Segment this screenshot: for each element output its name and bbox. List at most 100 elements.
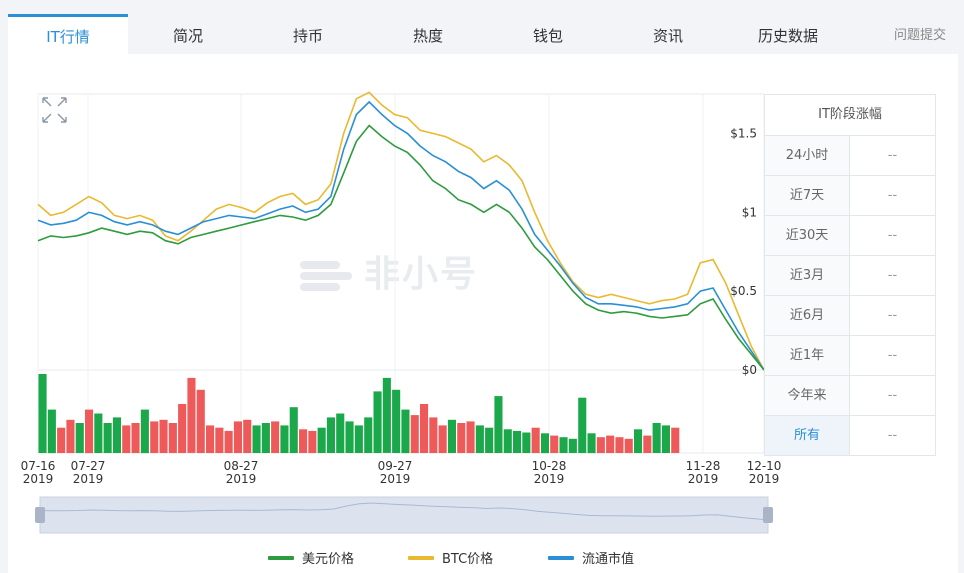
volume-bar [253,425,261,453]
volume-bar [522,433,530,454]
stage-row-label[interactable]: 今年来 [765,376,850,415]
legend-btc-label: BTC价格 [442,548,493,567]
volume-bar [606,436,614,453]
volume-bar [653,423,661,453]
volume-bar [234,421,242,453]
volume-bar [104,423,112,453]
volume-bar [271,421,279,453]
stage-row-label[interactable]: 近6月 [765,296,850,335]
stage-row-label[interactable]: 近7天 [765,176,850,215]
x-tick-date: 12-10 [747,459,782,473]
stage-row[interactable]: 24小时 -- [765,136,935,176]
volume-bar [457,423,465,453]
volume-bar [318,428,326,453]
volume-bar [578,398,586,453]
legend-usd-label: 美元价格 [302,548,354,567]
volume-bar [392,390,400,453]
volume-bar [504,429,512,453]
legend-mcap[interactable]: 流通市值 [548,548,634,567]
stage-row-label[interactable]: 近3月 [765,256,850,295]
y-tick-label: $1 [742,205,757,219]
volume-bar [588,433,596,453]
volume-bar [299,429,307,453]
volume-bar [625,439,633,453]
volume-bar [615,437,623,453]
volume-bar [439,425,447,453]
zoom-range [40,497,768,533]
volume-bar [57,428,65,453]
stage-row-value: -- [850,296,935,335]
volume-bars [39,374,680,453]
zoom-slider[interactable] [35,497,773,533]
stage-row-value: -- [850,176,935,215]
volume-bar [39,374,47,453]
legend-btc[interactable]: BTC价格 [408,548,493,567]
volume-bar [141,410,149,454]
volume-bar [243,420,251,453]
series-line-usd [38,126,764,371]
stage-gain-table: IT阶段涨幅 24小时 -- 近7天 -- 近30天 -- 近3月 -- 近6月 -- 近1年 -- 今… [764,94,936,456]
stage-row-value: -- [850,256,935,295]
series-line-mcap [38,102,764,370]
volume-bar [541,433,549,453]
volume-bar [160,420,168,453]
volume-bar [513,431,521,453]
plot-frame [38,94,764,453]
chart-lines [38,92,764,370]
volume-bar [485,428,493,453]
volume-bar [411,415,419,453]
stage-row-value: -- [850,416,935,455]
y-tick-label: $0 [742,363,757,377]
stage-row[interactable]: 今年来 -- [765,376,935,416]
x-tick-date: 08-27 [224,459,259,473]
zoom-handle-left [35,507,45,523]
x-tick-year: 2019 [23,472,54,486]
volume-bar [467,421,475,453]
volume-bar [197,390,205,453]
stage-row[interactable]: 近7天 -- [765,176,935,216]
stage-row[interactable]: 近30天 -- [765,216,935,256]
legend-mcap-label: 流通市值 [582,548,634,567]
volume-bar [634,429,642,453]
legend-usd-swatch [268,556,294,560]
volume-bar [532,428,540,453]
volume-bar [643,436,651,453]
stage-row[interactable]: 近1年 -- [765,336,935,376]
stage-row-label[interactable]: 近1年 [765,336,850,375]
volume-bar [401,410,409,454]
volume-bar [113,417,121,453]
volume-bar [290,407,298,453]
volume-bar [420,404,428,453]
volume-bar [569,439,577,453]
stage-row-value: -- [850,376,935,415]
stage-row-label[interactable]: 近30天 [765,216,850,255]
y-tick-label: $1.5 [730,126,757,140]
volume-bar [448,420,456,453]
stage-row-label[interactable]: 所有 [765,416,850,455]
volume-bar [476,425,484,453]
x-tick-year: 2019 [226,472,257,486]
fullscreen-icon[interactable] [43,98,66,122]
legend-usd[interactable]: 美元价格 [268,548,354,567]
x-tick-date: 09-27 [378,459,413,473]
stage-row[interactable]: 近3月 -- [765,256,935,296]
x-tick-year: 2019 [749,472,780,486]
volume-bar [336,414,344,454]
x-tick-year: 2019 [73,472,104,486]
volume-bar [150,421,158,453]
zoom-handle-right [763,507,773,523]
stage-row[interactable]: 近6月 -- [765,296,935,336]
volume-bar [215,428,223,453]
chart-grid [38,94,764,453]
volume-bar [225,431,233,453]
x-tick-date: 11-28 [686,459,721,473]
stage-row-label[interactable]: 24小时 [765,136,850,175]
stage-row-value: -- [850,336,935,375]
volume-bar [560,437,568,453]
stage-row[interactable]: 所有 -- [765,416,935,456]
volume-bar [355,425,363,453]
y-tick-label: $0.5 [730,284,757,298]
stage-row-value: -- [850,136,935,175]
x-tick-year: 2019 [534,472,565,486]
volume-bar [374,391,382,453]
